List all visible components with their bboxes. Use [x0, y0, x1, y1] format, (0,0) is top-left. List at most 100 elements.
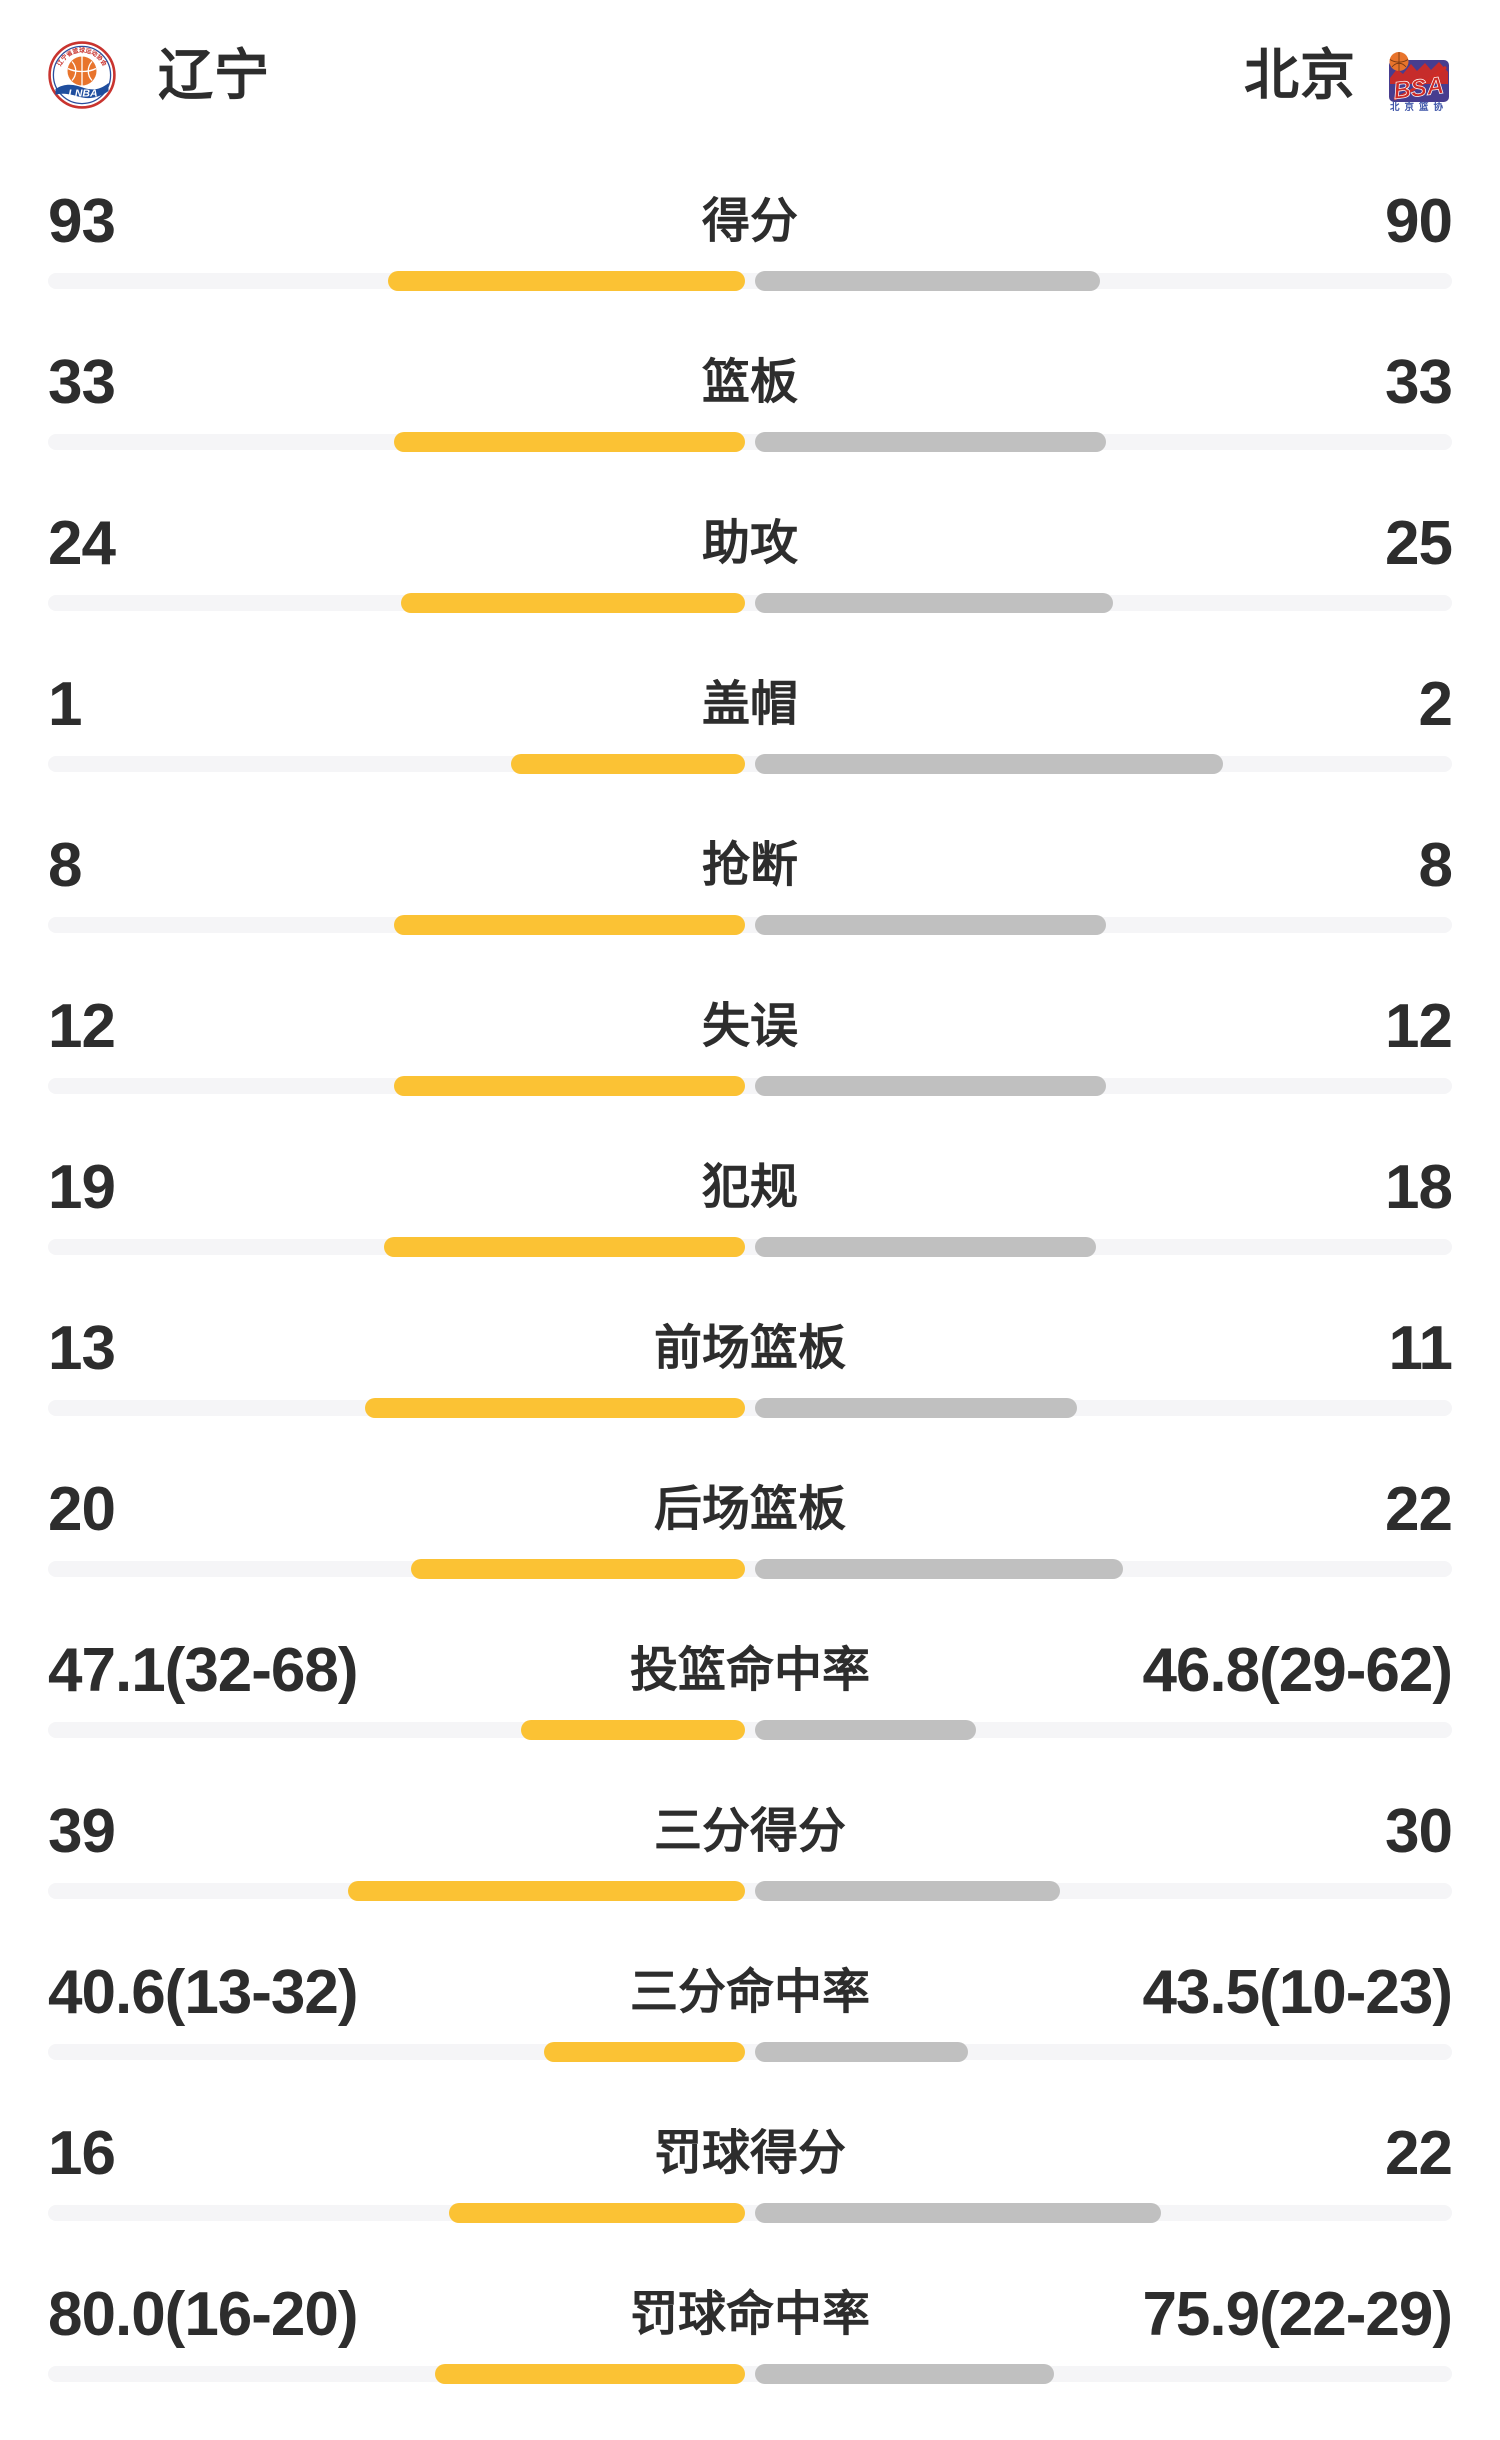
stat-row-three-point-points: 39 三分得分 30	[0, 1751, 1500, 1912]
home-bar	[543, 2042, 745, 2062]
home-value: 24	[48, 509, 116, 578]
bar-track	[48, 917, 1452, 933]
home-value: 80.0(16-20)	[48, 2280, 359, 2349]
stat-label: 助攻	[701, 517, 798, 570]
home-bar	[394, 1076, 745, 1096]
stat-label: 得分	[701, 195, 798, 248]
bar-group	[48, 2203, 1452, 2223]
away-value: 46.8(29-62)	[1142, 1636, 1453, 1705]
away-bar	[755, 1398, 1077, 1418]
away-bar	[755, 1881, 1061, 1901]
stat-row-offensive-rebounds: 13 前场篮板 11	[0, 1268, 1500, 1429]
home-bar	[394, 432, 745, 452]
stat-label: 罚球得分	[653, 2127, 846, 2180]
bar-track	[48, 2044, 1452, 2060]
home-value: 8	[48, 831, 82, 900]
beijing-logo-text: BSA	[1392, 72, 1446, 105]
home-value: 16	[48, 2119, 116, 2188]
stat-label: 后场篮板	[653, 1483, 846, 1536]
home-bar	[435, 2364, 745, 2384]
stat-label: 前场篮板	[653, 1322, 846, 1375]
away-bar	[755, 432, 1106, 452]
stat-label: 罚球命中率	[629, 2288, 870, 2341]
home-bar	[348, 1881, 745, 1901]
stat-label: 抢断	[701, 839, 798, 892]
bar-track	[48, 595, 1452, 611]
team-home[interactable]: 辽宁省篮球运动协会 LNBA 辽宁	[48, 40, 270, 110]
bar-track	[48, 1883, 1452, 1899]
stat-row-three-point-pct: 40.6(13-32) 三分命中率 43.5(10-23)	[0, 1912, 1500, 2073]
away-bar	[755, 2042, 968, 2062]
away-value: 22	[1385, 1475, 1453, 1544]
bar-group	[48, 915, 1452, 935]
away-bar	[755, 1237, 1097, 1257]
team-away[interactable]: 北京 BSA 北京篮协	[1244, 39, 1452, 111]
bar-track	[48, 1722, 1452, 1738]
bar-group	[48, 1881, 1452, 1901]
stat-label: 三分得分	[653, 1805, 846, 1858]
home-bar	[521, 1720, 745, 1740]
bar-track	[48, 756, 1452, 772]
away-value: 2	[1418, 670, 1453, 739]
bar-group	[48, 1398, 1452, 1418]
home-value: 47.1(32-68)	[48, 1636, 359, 1705]
stat-label: 盖帽	[701, 678, 798, 731]
stat-row-steals: 8 抢断 8	[0, 785, 1500, 946]
beijing-team-logo-icon: BSA 北京篮协	[1389, 52, 1449, 111]
home-bar	[410, 1559, 745, 1579]
stat-label: 篮板	[701, 356, 798, 409]
away-value: 75.9(22-29)	[1142, 2280, 1453, 2349]
away-value: 30	[1385, 1797, 1453, 1866]
bar-group	[48, 1559, 1452, 1579]
bar-track	[48, 2366, 1452, 2382]
stat-row-free-throw-pct: 80.0(16-20) 罚球命中率 75.9(22-29)	[0, 2234, 1500, 2395]
bar-group	[48, 593, 1452, 613]
bar-track	[48, 273, 1452, 289]
stat-row-defensive-rebounds: 20 后场篮板 22	[0, 1429, 1500, 1590]
bar-group	[48, 1720, 1452, 1740]
home-bar	[388, 271, 745, 291]
away-bar	[755, 593, 1114, 613]
away-value: 18	[1385, 1153, 1453, 1222]
away-bar	[755, 1559, 1123, 1579]
home-team-name: 辽宁	[158, 44, 271, 106]
away-bar	[755, 1720, 976, 1740]
bar-group	[48, 2042, 1452, 2062]
away-bar	[755, 1076, 1106, 1096]
home-value: 39	[48, 1797, 116, 1866]
stat-label: 三分命中率	[629, 1966, 870, 2019]
home-bar	[401, 593, 745, 613]
bar-track	[48, 1400, 1452, 1416]
home-value: 93	[48, 187, 116, 256]
stat-row-free-throw-points: 16 罚球得分 22	[0, 2073, 1500, 2234]
stat-row-rebounds: 33 篮板 33	[0, 302, 1500, 463]
home-value: 40.6(13-32)	[48, 1958, 359, 2027]
away-value: 22	[1385, 2119, 1453, 2188]
bar-group	[48, 1076, 1452, 1096]
stat-label: 失误	[701, 1000, 798, 1053]
stat-row-assists: 24 助攻 25	[0, 463, 1500, 624]
home-value: 13	[48, 1314, 116, 1383]
stat-row-points: 93 得分 90	[0, 141, 1500, 302]
stat-label: 犯规	[701, 1161, 798, 1214]
stat-label: 投篮命中率	[629, 1644, 870, 1697]
home-value: 20	[48, 1475, 116, 1544]
bar-track	[48, 434, 1452, 450]
away-value: 33	[1385, 348, 1453, 417]
away-team-name: 北京	[1243, 44, 1356, 106]
home-value: 1	[48, 670, 82, 739]
stat-row-field-goal-pct: 47.1(32-68) 投篮命中率 46.8(29-62)	[0, 1590, 1500, 1751]
away-bar	[755, 2364, 1055, 2384]
away-bar	[755, 915, 1106, 935]
away-bar	[755, 271, 1101, 291]
stat-row-fouls: 19 犯规 18	[0, 1107, 1500, 1268]
liaoning-logo-caption: LNBA	[68, 88, 97, 100]
bar-group	[48, 754, 1452, 774]
bar-track	[48, 2205, 1452, 2221]
bar-group	[48, 271, 1452, 291]
stat-row-blocks: 1 盖帽 2	[0, 624, 1500, 785]
bar-group	[48, 1237, 1452, 1257]
home-bar	[394, 915, 745, 935]
bar-track	[48, 1078, 1452, 1094]
stat-row-turnovers: 12 失误 12	[0, 946, 1500, 1107]
